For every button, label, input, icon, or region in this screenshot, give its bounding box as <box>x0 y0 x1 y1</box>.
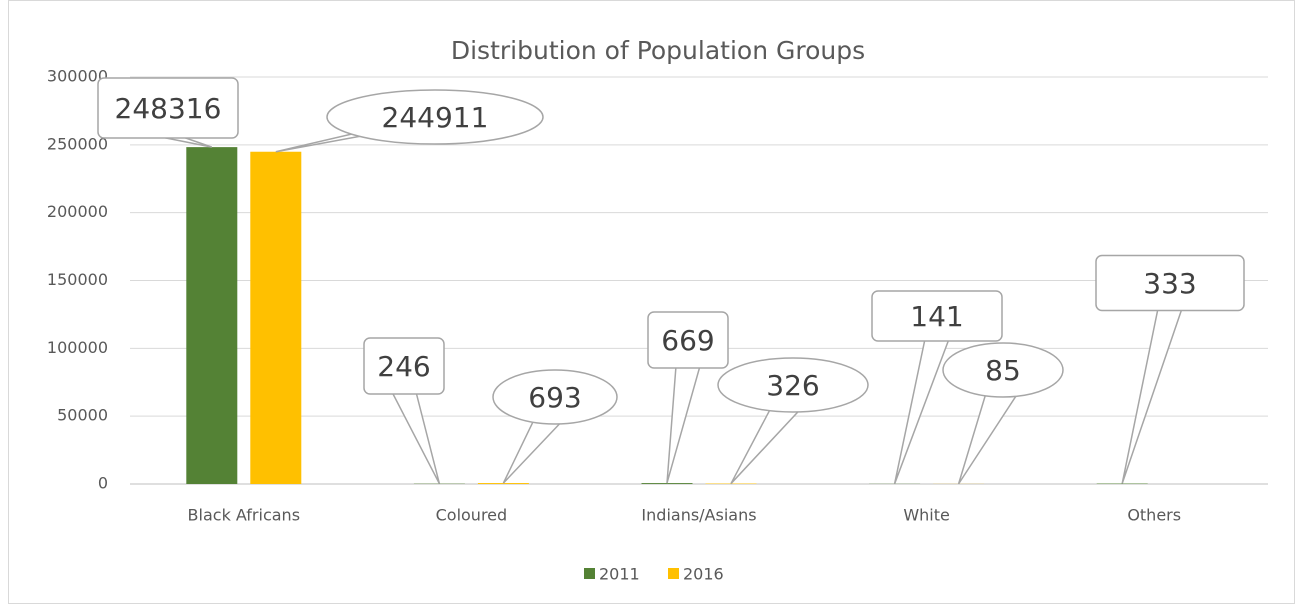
data-label: 244911 <box>382 101 489 134</box>
data-label: 326 <box>766 369 819 402</box>
x-tick-label: Black Africans <box>188 506 300 525</box>
y-tick-label: 150000 <box>47 270 108 289</box>
callout-box <box>942 342 1064 398</box>
callout-box <box>871 290 1003 342</box>
data-label: 246 <box>377 350 430 383</box>
y-tick-label: 250000 <box>47 134 108 153</box>
y-tick-label: 0 <box>98 474 108 493</box>
data-label: 669 <box>661 324 714 357</box>
legend-swatch <box>584 568 595 579</box>
callout-box <box>647 311 729 369</box>
data-label: 333 <box>1143 267 1196 300</box>
bar <box>250 151 302 484</box>
data-label: 141 <box>910 300 963 333</box>
legend-label: 2016 <box>683 565 724 584</box>
bar <box>477 483 529 484</box>
callout-box <box>717 357 869 413</box>
x-tick-label: White <box>903 506 950 525</box>
x-tick-label: Coloured <box>436 506 508 525</box>
x-tick-label: Others <box>1127 506 1181 525</box>
x-tick-label: Indians/Asians <box>641 506 756 525</box>
callout-box <box>326 89 544 145</box>
data-label: 85 <box>985 354 1021 387</box>
legend-swatch <box>668 568 679 579</box>
bar <box>641 483 693 484</box>
callout-box <box>1095 254 1245 312</box>
data-label: 248316 <box>115 92 222 125</box>
y-tick-label: 200000 <box>47 202 108 221</box>
data-label: 693 <box>528 381 581 414</box>
y-tick-label: 300000 <box>47 67 108 86</box>
y-tick-label: 50000 <box>57 406 108 425</box>
bar <box>186 147 238 484</box>
callout-box <box>363 337 445 395</box>
callout-box <box>492 369 618 425</box>
callout-box <box>97 77 239 139</box>
legend-label: 2011 <box>599 565 640 584</box>
y-tick-label: 100000 <box>47 338 108 357</box>
chart-title: Distribution of Population Groups <box>451 36 865 65</box>
